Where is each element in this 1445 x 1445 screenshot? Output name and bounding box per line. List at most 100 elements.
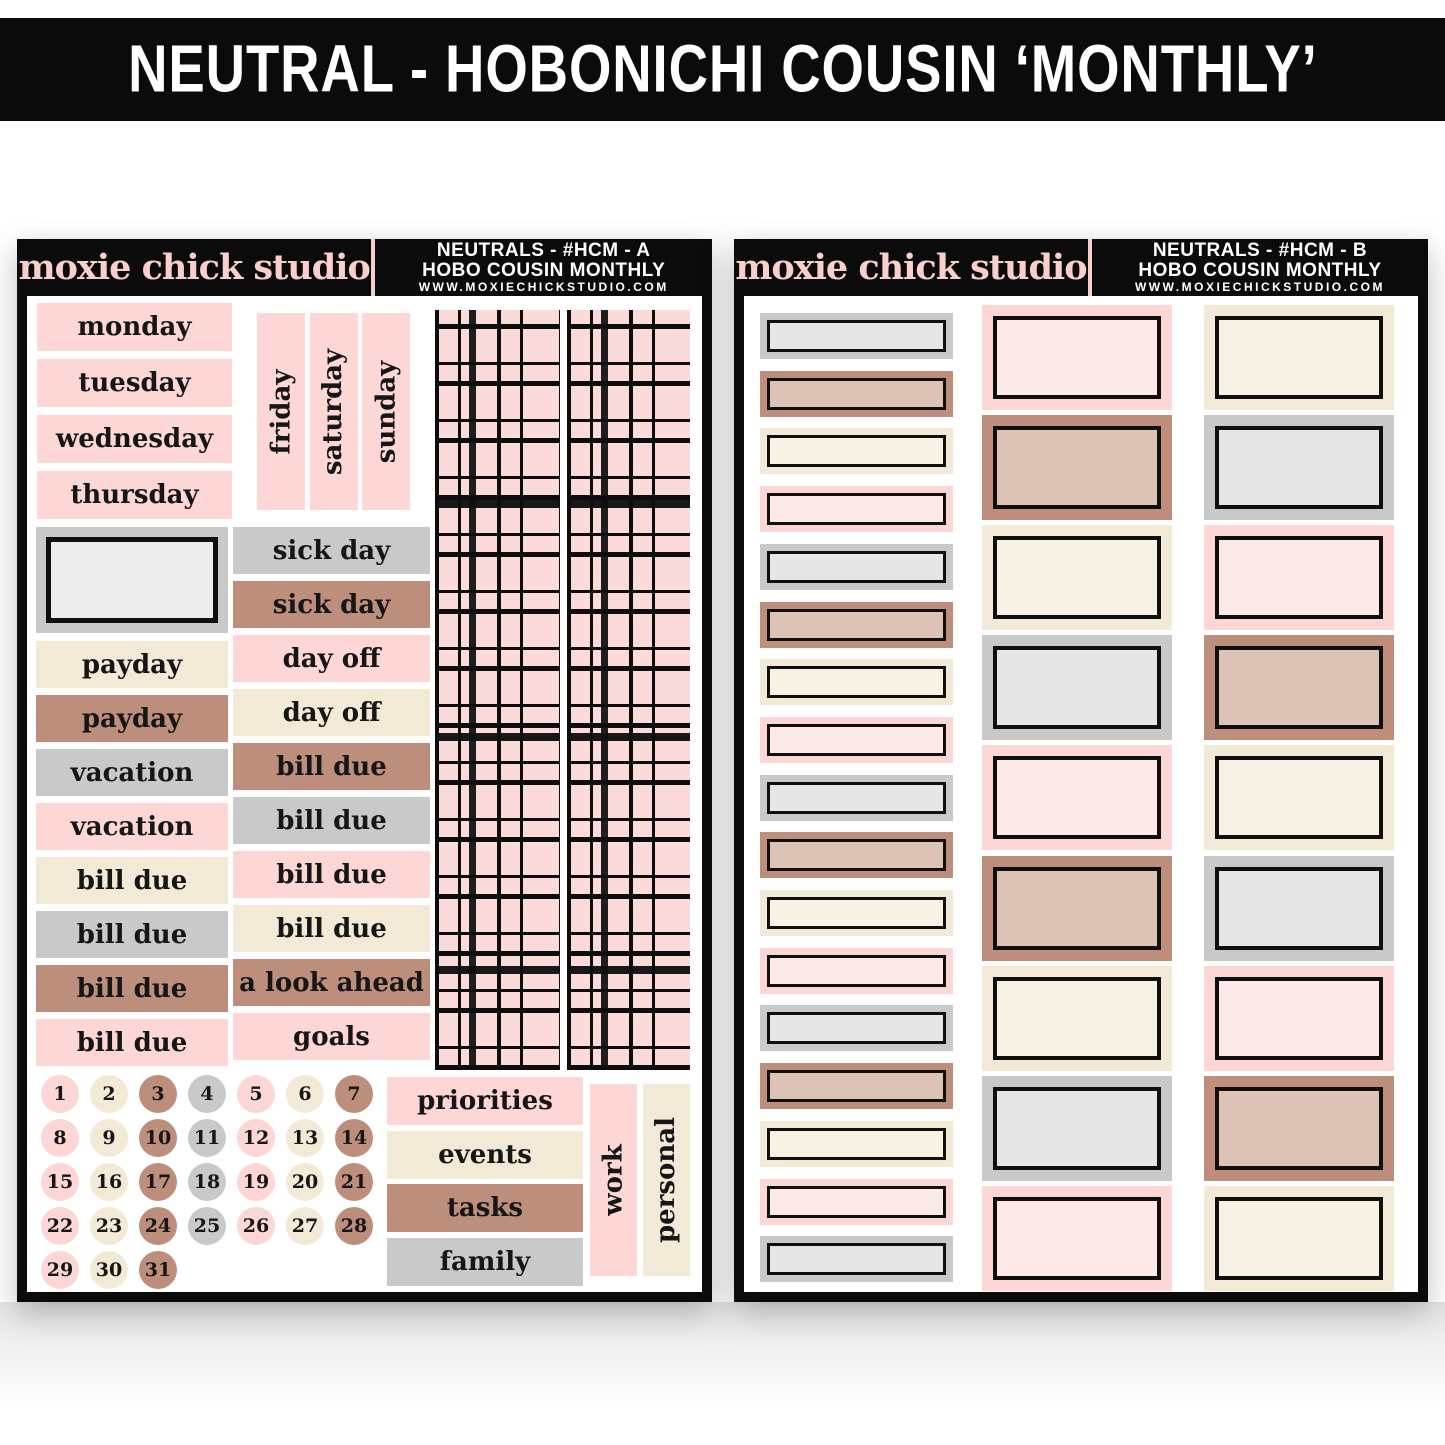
box-sticker: [1204, 1075, 1394, 1181]
box-sticker: [982, 635, 1172, 741]
box-sticker: [982, 745, 1172, 851]
sheet-drop-shadow: [0, 1302, 1445, 1412]
date-dot-sticker: 5: [237, 1075, 275, 1113]
label-sticker: bill due: [36, 857, 228, 904]
bar-sticker-window: [767, 320, 946, 352]
label-sticker: payday: [36, 641, 228, 688]
label-sticker: goals: [233, 1013, 430, 1060]
label-sticker: bill due: [36, 965, 228, 1012]
date-dot-sticker: 23: [90, 1207, 128, 1245]
date-dot-sticker: 19: [237, 1163, 275, 1201]
label-sticker: bill due: [233, 743, 430, 790]
date-dot-sticker: 3: [139, 1075, 177, 1113]
box-sticker-window: [1215, 316, 1383, 399]
bar-sticker: [760, 1005, 953, 1052]
box-sticker-window: [993, 1196, 1161, 1280]
date-dot-sticker: 24: [139, 1207, 177, 1245]
date-dot-sticker: 13: [286, 1119, 324, 1157]
bar-sticker-window: [767, 1012, 946, 1045]
weekday-vertical-sticker: friday: [257, 313, 305, 510]
date-dot-sticker: 30: [90, 1251, 128, 1289]
box-sticker: [982, 855, 1172, 961]
box-sticker: [982, 525, 1172, 631]
box-sticker: [1204, 965, 1394, 1071]
box-sticker-window: [1215, 976, 1383, 1060]
bar-sticker-window: [767, 781, 946, 814]
brand-logo: moxie chick studio: [735, 247, 1087, 288]
date-dot-sticker: 17: [139, 1163, 177, 1201]
sheet-a-website: WWW.MOXIECHICKSTUDIO.COM: [418, 280, 669, 295]
weekday-vertical-label: friday: [266, 369, 296, 454]
box-sticker: [982, 415, 1172, 521]
banner: NEUTRAL - HOBONICHI COUSIN ‘MONTHLY’: [0, 18, 1445, 121]
bar-sticker: [760, 1063, 953, 1110]
date-dot-sticker: 26: [237, 1207, 275, 1245]
label-sticker: vacation: [36, 803, 228, 850]
box-sticker-window: [1215, 536, 1383, 620]
bar-sticker-window: [767, 550, 946, 583]
box-sticker: [982, 1075, 1172, 1181]
vertical-category-label: work: [598, 1144, 629, 1216]
sheet-b-website: WWW.MOXIECHICKSTUDIO.COM: [1134, 280, 1385, 295]
bar-sticker: [760, 601, 953, 648]
category-sticker: family: [387, 1237, 583, 1286]
sheet-b-body: [744, 296, 1418, 1292]
sheet-b-code: NEUTRALS - #HCM - B: [1152, 240, 1368, 262]
label-sticker: sick day: [233, 581, 430, 628]
header-divider: [371, 239, 376, 296]
bar-sticker-window: [767, 1070, 946, 1103]
box-sticker-window: [993, 976, 1161, 1060]
bar-sticker: [760, 947, 953, 994]
plaid-washi-strip: [567, 310, 690, 1070]
frame-sticker: [36, 527, 228, 633]
bar-sticker-window: [767, 377, 946, 410]
date-dot-sticker: 11: [188, 1119, 226, 1157]
bar-sticker: [760, 890, 953, 936]
label-sticker: bill due: [233, 905, 430, 952]
sheet-b-info: NEUTRALS - #HCM - B HOBO COUSIN MONTHLY …: [1092, 241, 1428, 293]
date-dot-sticker: 15: [41, 1163, 79, 1201]
box-sticker-window: [993, 316, 1161, 399]
box-sticker-window: [993, 426, 1161, 510]
bar-sticker: [760, 486, 953, 533]
sheet-b-product: HOBO COUSIN MONTHLY: [1138, 260, 1382, 282]
label-sticker: a look ahead: [233, 959, 430, 1006]
vertical-category-label: personal: [651, 1116, 682, 1244]
banner-title: NEUTRAL - HOBONICHI COUSIN ‘MONTHLY’: [127, 32, 1318, 107]
bar-sticker: [760, 1120, 953, 1167]
label-sticker: bill due: [233, 797, 430, 844]
box-sticker-window: [993, 536, 1161, 620]
box-sticker: [1204, 635, 1394, 741]
box-sticker-window: [1215, 756, 1383, 840]
box-sticker: [982, 1185, 1172, 1291]
box-sticker: [1204, 745, 1394, 851]
weekday-sticker: thursday: [37, 471, 232, 519]
box-sticker: [1204, 305, 1394, 410]
date-dot-sticker: 9: [90, 1119, 128, 1157]
bar-sticker: [760, 428, 953, 475]
date-dot-sticker: 10: [139, 1119, 177, 1157]
bar-sticker-window: [767, 435, 946, 468]
weekday-sticker: tuesday: [37, 359, 232, 407]
frame-sticker-window: [46, 537, 218, 623]
sheet-b-header: moxie chick studio NEUTRALS - #HCM - B H…: [734, 239, 1428, 296]
label-sticker: bill due: [36, 1019, 228, 1066]
bar-sticker: [760, 659, 953, 706]
box-sticker: [982, 305, 1172, 410]
date-dot-sticker: 14: [335, 1119, 373, 1157]
bar-sticker-window: [767, 608, 946, 641]
date-dot-sticker: 18: [188, 1163, 226, 1201]
bar-sticker: [760, 543, 953, 590]
date-dot-sticker: 4: [188, 1075, 226, 1113]
date-dot-sticker: 1: [41, 1075, 79, 1113]
category-sticker: tasks: [387, 1184, 583, 1232]
bar-sticker: [760, 716, 953, 763]
box-sticker-window: [1215, 1196, 1383, 1280]
category-sticker: events: [387, 1130, 583, 1179]
box-sticker: [1204, 1185, 1394, 1291]
box-sticker-window: [1215, 426, 1383, 510]
label-sticker: day off: [233, 689, 430, 736]
sticker-sheet-b: moxie chick studio NEUTRALS - #HCM - B H…: [734, 239, 1428, 1302]
date-dot-sticker: 20: [286, 1163, 324, 1201]
date-dot-sticker: 31: [139, 1251, 177, 1289]
